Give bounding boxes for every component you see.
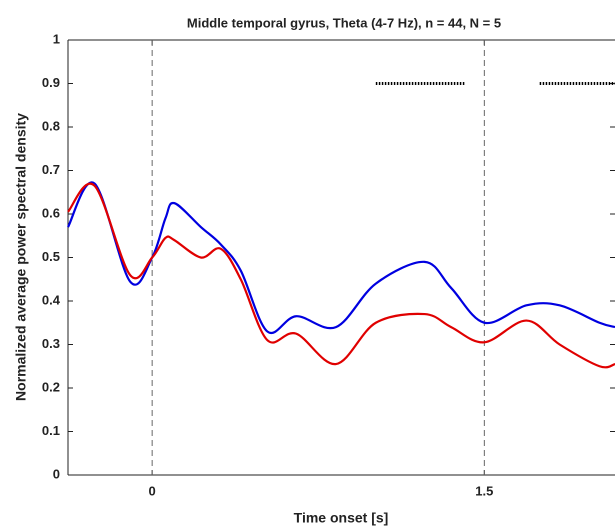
series-line <box>67 182 615 369</box>
y-tick-label: 0.8 <box>42 118 60 133</box>
y-tick-label: 0.1 <box>42 423 60 438</box>
y-tick-label: 0.6 <box>42 205 60 220</box>
chart-title: Middle temporal gyrus, Theta (4-7 Hz), n… <box>187 15 501 30</box>
y-tick-label: 0.7 <box>42 162 60 177</box>
y-tick-label: 0.9 <box>42 75 60 90</box>
y-tick-label: 0.4 <box>42 292 61 307</box>
y-tick-label: 1 <box>53 31 60 46</box>
x-tick-label: 1.5 <box>475 483 493 498</box>
x-tick-label: 0 <box>149 483 156 498</box>
y-tick-label: 0.5 <box>42 249 60 264</box>
x-axis-label: Time onset [s] <box>294 510 389 526</box>
y-tick-label: 0.2 <box>42 379 60 394</box>
y-axis-label: Normalized average power spectral densit… <box>13 113 29 401</box>
y-tick-label: 0.3 <box>42 336 60 351</box>
series-line <box>67 181 615 335</box>
y-tick-label: 0 <box>53 466 60 481</box>
